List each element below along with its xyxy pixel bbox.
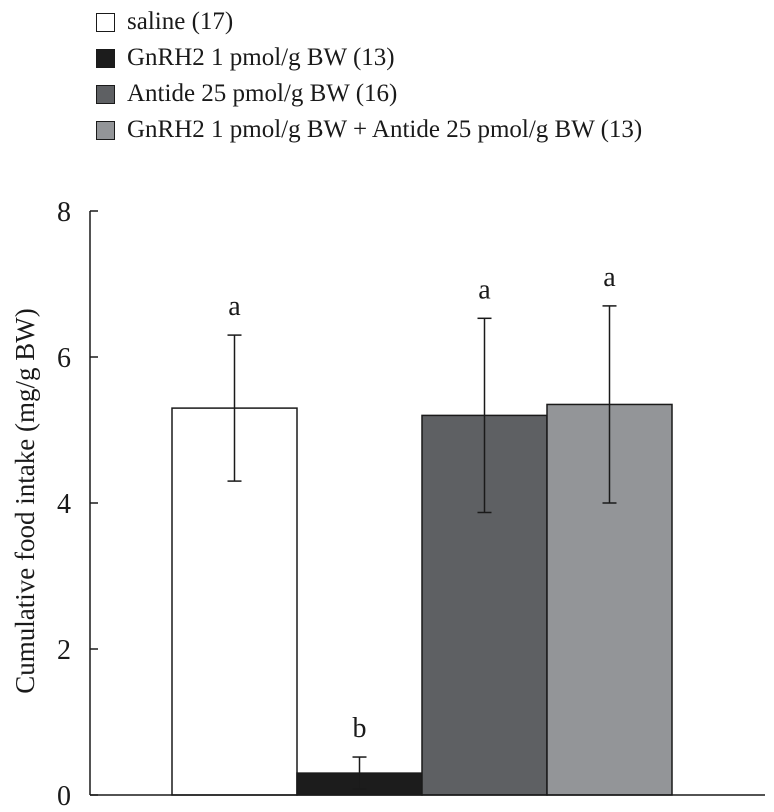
legend-label-saline: saline (17)	[127, 8, 234, 35]
legend-swatch-antide	[96, 84, 115, 104]
y-tick-label-4: 4	[57, 489, 71, 520]
legend-label-gnrh2: GnRH2 1 pmol/g BW (13)	[127, 44, 395, 71]
y-tick-label-8: 8	[57, 197, 71, 228]
legend-label-gnrh2-antide: GnRH2 1 pmol/g BW + Antide 25 pmol/g BW …	[127, 116, 643, 143]
significance-label-0: a	[228, 291, 241, 322]
legend-item-saline: saline (17)	[96, 4, 642, 40]
legend-item-gnrh2: GnRH2 1 pmol/g BW (13)	[96, 40, 642, 76]
legend-swatch-saline	[96, 12, 115, 32]
significance-label-2: a	[478, 274, 491, 305]
legend-item-gnrh2-antide: GnRH2 1 pmol/g BW + Antide 25 pmol/g BW …	[96, 112, 642, 148]
significance-label-3: a	[603, 262, 616, 293]
significance-label-1: b	[353, 713, 367, 744]
y-tick-label-0: 0	[57, 781, 71, 812]
legend-item-antide: Antide 25 pmol/g BW (16)	[96, 76, 642, 112]
y-tick-label-2: 2	[57, 635, 71, 666]
y-axis-label: Cumulative food intake (mg/g BW)	[10, 308, 40, 693]
legend-swatch-gnrh2	[96, 48, 115, 68]
y-tick-label-6: 6	[57, 343, 71, 374]
legend: saline (17) GnRH2 1 pmol/g BW (13) Antid…	[96, 4, 642, 148]
legend-label-antide: Antide 25 pmol/g BW (16)	[127, 80, 398, 107]
legend-swatch-gnrh2-antide	[96, 120, 115, 140]
